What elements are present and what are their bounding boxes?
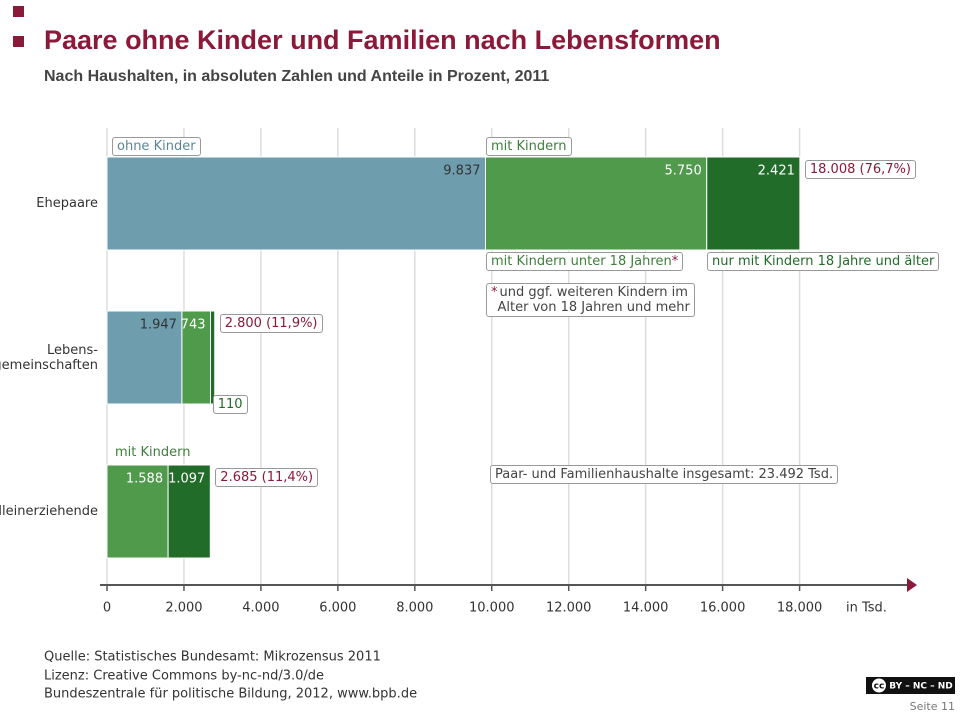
bar-segment xyxy=(106,156,486,251)
footnote-marker: * xyxy=(491,285,498,300)
cc-logo: cc xyxy=(874,682,885,692)
value-label: 5.750 xyxy=(665,164,702,179)
legend-label: nur mit Kindern 18 Jahre und älter xyxy=(707,252,940,271)
legend-label: mit Kindern unter 18 Jahren* xyxy=(486,252,684,271)
total-label: 2.685 (11,4%) xyxy=(215,468,319,487)
category-label: Lebens- gemeinschaften xyxy=(0,342,98,373)
value-label: 2.421 xyxy=(758,164,795,179)
cc-circle xyxy=(872,678,886,693)
value-label: 110 xyxy=(212,395,248,414)
cc-terms: BY – NC – ND xyxy=(889,682,953,692)
bar-segment xyxy=(106,464,169,559)
total-label: 2.800 (11,9%) xyxy=(219,314,323,333)
value-label: 1.588 xyxy=(126,472,163,487)
total-label: 18.008 (76,7%) xyxy=(804,160,916,179)
x-tick-label: 2.000 xyxy=(165,601,202,616)
x-tick-label: 4.000 xyxy=(242,601,279,616)
group-label: mit Kindern xyxy=(486,137,572,156)
footnote: * und ggf. weiteren Kindern im Alter von … xyxy=(486,283,695,317)
page-number: Seite 11 xyxy=(910,700,955,713)
publisher: Bundeszentrale für politische Bildung, 2… xyxy=(44,687,417,702)
x-unit: in Tsd. xyxy=(846,601,887,616)
x-tick-label: 12.000 xyxy=(546,601,592,616)
value-label: 1.097 xyxy=(168,472,205,487)
bar-segment xyxy=(484,156,708,251)
bar-segment xyxy=(706,156,801,251)
bar-segment xyxy=(210,310,216,405)
footnote-marker: * xyxy=(671,254,679,269)
cc-badge xyxy=(866,677,955,694)
title-marker xyxy=(13,6,24,17)
bar-segment xyxy=(167,464,211,559)
sum-note: Paar- und Familienhaushalte insgesamt: 2… xyxy=(490,465,839,484)
value-label: 743 xyxy=(181,318,206,333)
group-label: mit Kindern xyxy=(115,445,191,460)
subtitle: Nach Haushalten, in absoluten Zahlen und… xyxy=(44,68,549,85)
value-label: 9.837 xyxy=(443,164,480,179)
x-tick-label: 6.000 xyxy=(319,601,356,616)
x-tick-label: 10.000 xyxy=(469,601,515,616)
legend-text: mit Kindern unter 18 Jahren xyxy=(491,254,672,269)
value-label: 1.947 xyxy=(140,318,177,333)
category-label: Ehepaare xyxy=(36,195,98,211)
x-tick-label: 16.000 xyxy=(700,601,746,616)
legend-label: ohne Kinder xyxy=(112,137,201,156)
footnote-text: und ggf. weiteren Kindern im Alter von 1… xyxy=(497,285,690,315)
x-tick-label: 8.000 xyxy=(396,601,433,616)
axis-arrow xyxy=(907,578,917,592)
source: Quelle: Statistisches Bundesamt: Mikroze… xyxy=(44,650,381,665)
license: Lizenz: Creative Commons by-nc-nd/3.0/de xyxy=(44,669,324,684)
title-marker xyxy=(13,36,24,47)
x-tick-label: 14.000 xyxy=(623,601,669,616)
title: Paare ohne Kinder und Familien nach Lebe… xyxy=(44,25,721,55)
x-tick-label: 18.000 xyxy=(777,601,823,616)
category-label: Alleinerziehende xyxy=(0,503,98,519)
x-tick-label: 0 xyxy=(103,601,111,616)
